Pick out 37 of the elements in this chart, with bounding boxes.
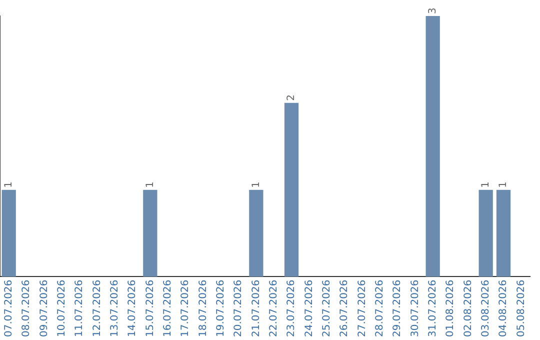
x-tick-label: 17.07.2026 xyxy=(180,280,192,338)
x-tick-label: 01.08.2026 xyxy=(445,280,456,338)
x-tick-label: 13.07.2026 xyxy=(109,280,120,338)
x-tick-label: 16.07.2026 xyxy=(162,280,174,338)
data-label: 1 xyxy=(250,181,262,188)
data-label: 2 xyxy=(286,94,298,101)
x-tick-label: 07.07.2026 xyxy=(3,280,14,338)
x-tick-label: 20.07.2026 xyxy=(233,280,244,338)
x-tick-label: 03.08.2026 xyxy=(480,280,492,338)
x-tick-label: 19.07.2026 xyxy=(215,280,226,338)
x-tick-label: 14.07.2026 xyxy=(127,280,138,338)
x-tick-label: 10.07.2026 xyxy=(56,280,68,338)
data-label: 1 xyxy=(498,181,510,188)
x-tick-label: 09.07.2026 xyxy=(38,280,50,338)
x-tick-label: 11.07.2026 xyxy=(74,280,86,338)
x-tick-label: 28.07.2026 xyxy=(374,280,386,338)
x-tick-label: 02.08.2026 xyxy=(462,280,474,338)
x-tick-label: 26.07.2026 xyxy=(339,280,350,338)
x-tick-label: 24.07.2026 xyxy=(304,280,315,338)
x-tick-label: 04.08.2026 xyxy=(498,280,510,338)
data-label: 1 xyxy=(480,181,492,188)
x-tick-label: 21.07.2026 xyxy=(250,280,262,338)
x-tick-label: 18.07.2026 xyxy=(198,280,209,338)
x-tick-label: 22.07.2026 xyxy=(268,280,280,338)
x-tick-label: 05.08.2026 xyxy=(516,280,527,338)
x-tick-label: 27.07.2026 xyxy=(356,280,368,338)
x-tick-label: 30.07.2026 xyxy=(410,280,421,338)
x-tick-label: 31.07.2026 xyxy=(427,280,438,338)
data-label: 3 xyxy=(427,8,438,14)
x-tick-label: 29.07.2026 xyxy=(392,280,404,338)
x-tick-label: 08.07.2026 xyxy=(21,280,32,338)
x-tick-label: 23.07.2026 xyxy=(286,280,298,338)
x-tick-label: 25.07.2026 xyxy=(321,280,332,338)
x-tick-label: 12.07.2026 xyxy=(92,280,103,338)
data-label: 1 xyxy=(144,181,156,188)
x-tick-label: 15.07.2026 xyxy=(144,280,156,338)
data-label: 1 xyxy=(3,181,14,188)
